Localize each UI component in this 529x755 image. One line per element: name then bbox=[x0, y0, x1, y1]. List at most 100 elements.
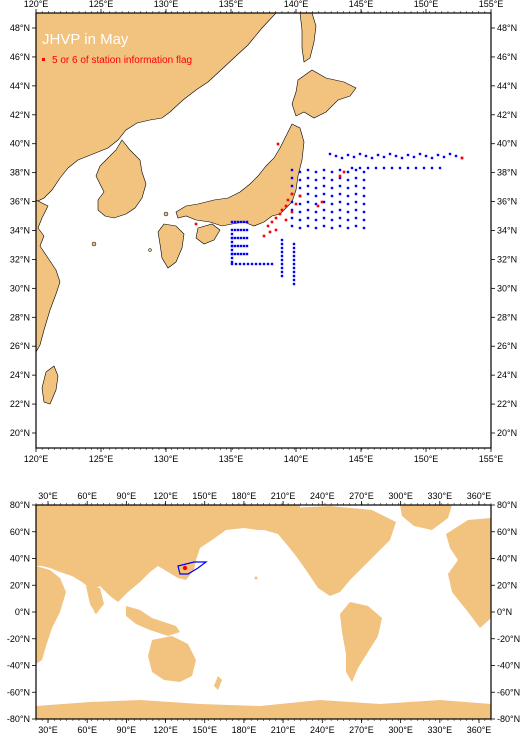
y-tick-label-left: 28°N bbox=[10, 312, 30, 322]
station-dot bbox=[292, 254, 296, 258]
stations-flagged bbox=[194, 142, 464, 238]
station-dot bbox=[362, 210, 366, 214]
station-dot bbox=[322, 192, 326, 196]
regional-map: 120°E 120°E 125°E 125°E 130°E 130°E 135°E 135°E… bbox=[10, 0, 517, 464]
station-dot bbox=[242, 262, 246, 266]
station-dot bbox=[290, 168, 294, 172]
station-dot bbox=[306, 208, 310, 212]
y-tick-label-right: -40°N bbox=[497, 661, 520, 671]
station-dot bbox=[354, 216, 358, 220]
station-dot bbox=[230, 248, 234, 252]
station-dot bbox=[290, 208, 294, 212]
station-dot bbox=[298, 210, 302, 214]
x-tick-label-top: 140°E bbox=[284, 0, 309, 9]
station-dot bbox=[346, 178, 350, 182]
station-dot bbox=[233, 236, 237, 240]
station-dot bbox=[236, 244, 240, 248]
station-dot bbox=[422, 166, 426, 170]
global-stations-flagged bbox=[182, 565, 188, 571]
x-tick-label-bottom: 90°E bbox=[117, 725, 137, 735]
flagged-station-dot bbox=[276, 142, 280, 146]
y-tick-label-left: 36°N bbox=[10, 197, 30, 207]
station-dot bbox=[239, 252, 243, 256]
flagged-station-dot bbox=[294, 202, 298, 206]
station-dot bbox=[346, 226, 350, 230]
station-dot bbox=[233, 228, 237, 232]
land-europe-africa-east bbox=[446, 518, 491, 628]
station-dot bbox=[388, 152, 392, 156]
station-dot bbox=[338, 208, 342, 212]
station-dot bbox=[338, 224, 342, 228]
station-dot bbox=[448, 152, 452, 156]
station-dot bbox=[442, 155, 446, 159]
station-dot bbox=[239, 228, 243, 232]
station-dot bbox=[330, 170, 334, 174]
y-tick-label-right: 48°N bbox=[497, 23, 517, 33]
station-dot bbox=[438, 166, 442, 170]
x-tick-label-bottom: 270°E bbox=[349, 725, 374, 735]
station-dot bbox=[354, 184, 358, 188]
station-dot bbox=[292, 274, 296, 278]
station-dot bbox=[328, 152, 332, 156]
station-dot bbox=[298, 170, 302, 174]
station-dot bbox=[245, 244, 249, 248]
station-dot bbox=[290, 176, 294, 180]
station-dot bbox=[270, 262, 274, 266]
station-dot bbox=[400, 156, 404, 160]
x-tick-label-top: 300°E bbox=[388, 491, 413, 501]
land-korea bbox=[95, 139, 147, 219]
station-dot bbox=[266, 262, 270, 266]
station-dot bbox=[236, 252, 240, 256]
station-dot bbox=[236, 220, 240, 224]
regional-map-ticks: 120°E 120°E 125°E 125°E 130°E 130°E 135°E 135°E… bbox=[10, 0, 517, 464]
land-islet bbox=[148, 248, 152, 252]
land-sakhalin bbox=[299, 13, 317, 63]
station-dot bbox=[338, 192, 342, 196]
flagged-station-dot bbox=[270, 220, 274, 224]
station-dot bbox=[242, 236, 246, 240]
station-dot bbox=[239, 236, 243, 240]
land-islet bbox=[254, 576, 258, 580]
flagged-station-dot bbox=[290, 210, 294, 214]
station-dot bbox=[364, 154, 368, 158]
station-dot bbox=[245, 236, 249, 240]
y-tick-label-right: -80°N bbox=[497, 714, 520, 724]
station-dot bbox=[230, 236, 234, 240]
global-stations bbox=[177, 561, 208, 575]
station-dot bbox=[370, 156, 374, 160]
x-tick-label-top: 135°E bbox=[219, 0, 244, 9]
x-tick-label-top: 155°E bbox=[479, 0, 504, 9]
y-tick-label-left: 44°N bbox=[10, 81, 30, 91]
x-tick-label-bottom: 60°E bbox=[77, 725, 97, 735]
global-map-ticks: 30°E 30°E 60°E 60°E 90°E 90°E 120°E 120°E 150°E 1… bbox=[7, 491, 520, 735]
station-dot bbox=[330, 210, 334, 214]
station-dot bbox=[280, 254, 284, 258]
station-dot bbox=[354, 168, 358, 172]
flagged-station-dot bbox=[268, 230, 272, 234]
stations-normal bbox=[230, 152, 464, 286]
y-tick-label-right: 26°N bbox=[497, 341, 517, 351]
land-islet bbox=[91, 241, 97, 247]
station-dot bbox=[346, 153, 350, 157]
station-dot bbox=[362, 202, 366, 206]
x-tick-label-top: 150°E bbox=[414, 0, 439, 9]
land-china-east bbox=[36, 199, 61, 353]
flagged-station-dot bbox=[320, 200, 324, 204]
y-tick-label-right: -20°N bbox=[497, 634, 520, 644]
flagged-station-dot bbox=[266, 224, 270, 228]
y-tick-label-left: 80°N bbox=[10, 500, 30, 510]
station-dot bbox=[280, 238, 284, 242]
y-tick-label-right: 0°N bbox=[497, 607, 512, 617]
station-dot bbox=[382, 155, 386, 159]
global-map: 30°E 30°E 60°E 60°E 90°E 90°E 120°E 120°E 150°E 1… bbox=[7, 491, 520, 735]
station-dot bbox=[292, 262, 296, 266]
station-dot bbox=[290, 216, 294, 220]
station-dot bbox=[292, 278, 296, 282]
y-tick-label-left: 46°N bbox=[10, 52, 30, 62]
y-tick-label-right: -60°N bbox=[497, 687, 520, 697]
station-dot bbox=[394, 154, 398, 158]
station-dot bbox=[406, 166, 410, 170]
station-dot bbox=[245, 228, 249, 232]
station-dot bbox=[280, 274, 284, 278]
